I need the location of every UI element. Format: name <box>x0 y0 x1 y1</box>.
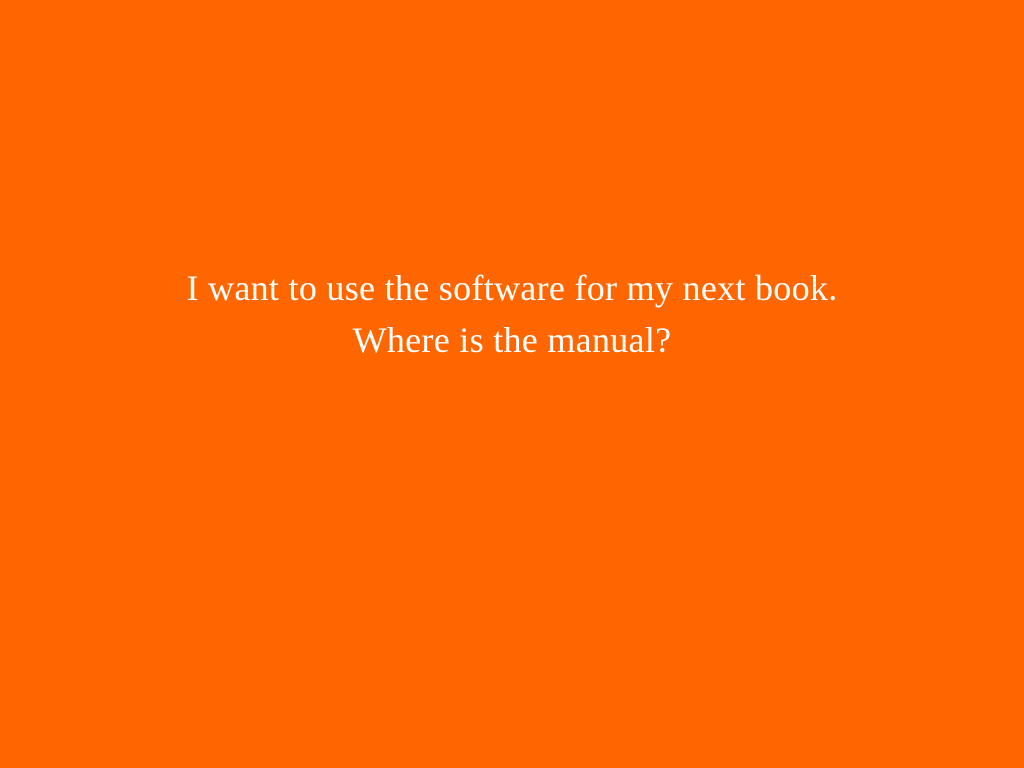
message-line-1: I want to use the software for my next b… <box>186 268 838 308</box>
message-line-2: Where is the manual? <box>352 320 672 360</box>
slide-message: I want to use the software for my next b… <box>0 262 1024 366</box>
